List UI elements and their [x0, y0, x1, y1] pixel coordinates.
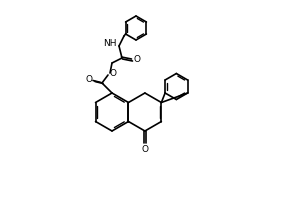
Text: O: O	[85, 75, 92, 84]
Text: O: O	[141, 145, 148, 154]
Text: NH: NH	[103, 40, 117, 48]
Text: O: O	[109, 70, 116, 78]
Text: O: O	[134, 55, 141, 64]
